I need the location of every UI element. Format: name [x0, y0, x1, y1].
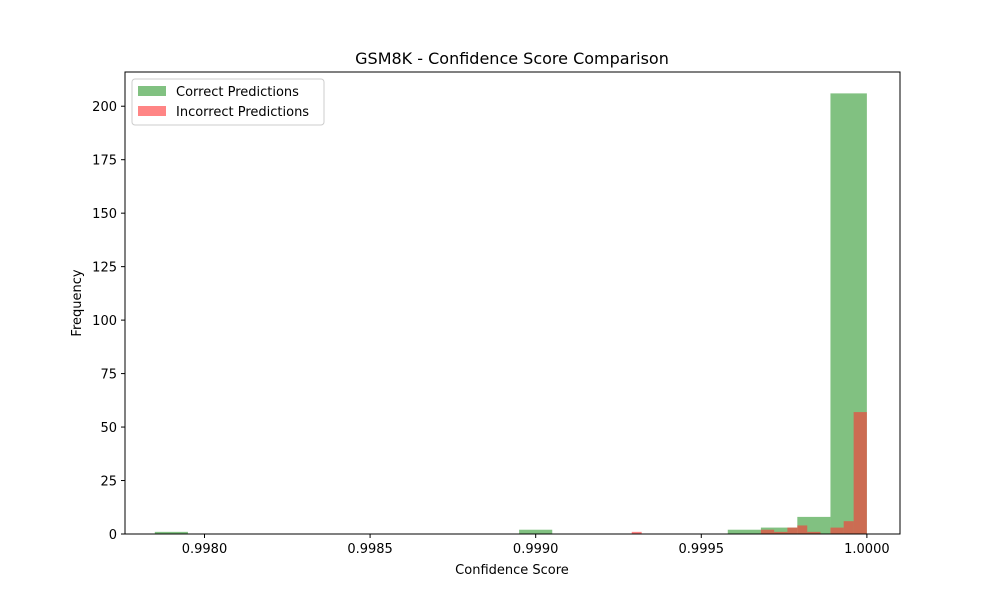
- x-axis: 0.9980 0.9985 0.9990 0.9995 1.0000: [182, 534, 890, 557]
- bar-incorrect: [843, 521, 854, 534]
- y-axis: 0 25 50 75 100 125 150 175 200: [92, 100, 125, 543]
- y-tick-label: 100: [92, 314, 117, 329]
- bar-incorrect: [853, 412, 867, 534]
- legend-frame: [131, 78, 325, 126]
- y-tick-label: 150: [92, 207, 117, 222]
- bar-incorrect: [760, 529, 775, 534]
- bar-incorrect: [787, 527, 798, 534]
- y-tick-label: 200: [92, 100, 117, 115]
- legend-swatch-correct: [138, 86, 166, 96]
- y-axis-label: Frequency: [70, 269, 85, 336]
- bar-incorrect: [774, 531, 788, 534]
- x-axis-label: Confidence Score: [455, 563, 569, 578]
- legend-label-correct: Correct Predictions: [176, 85, 299, 100]
- bar-incorrect: [631, 531, 642, 534]
- legend-swatch-incorrect: [138, 106, 166, 116]
- x-tick-label: 0.9990: [513, 542, 559, 557]
- bar-incorrect: [797, 525, 808, 534]
- x-tick-label: 0.9985: [347, 542, 393, 557]
- bar-correct: [727, 529, 761, 534]
- bar-incorrect: [830, 527, 844, 534]
- x-tick-label: 1.0000: [844, 542, 890, 557]
- bar-correct: [760, 527, 798, 534]
- y-tick-label: 25: [100, 475, 117, 490]
- incorrect-bars-group: [631, 412, 867, 534]
- y-tick-label: 75: [100, 368, 117, 383]
- y-tick-label: 125: [92, 261, 117, 276]
- bar-correct: [519, 529, 553, 534]
- legend-label-incorrect: Incorrect Predictions: [176, 105, 309, 120]
- y-tick-label: 50: [100, 421, 117, 436]
- y-tick-label: 0: [109, 528, 117, 543]
- bar-incorrect: [807, 531, 821, 534]
- plot-frame: [124, 71, 901, 535]
- chart-title: GSM8K - Confidence Score Comparison: [355, 49, 669, 68]
- x-tick-label: 0.9980: [182, 542, 228, 557]
- bar-correct: [154, 531, 188, 534]
- y-tick-label: 175: [92, 154, 117, 169]
- x-tick-label: 0.9995: [679, 542, 725, 557]
- legend: Correct Predictions Incorrect Prediction…: [131, 78, 325, 126]
